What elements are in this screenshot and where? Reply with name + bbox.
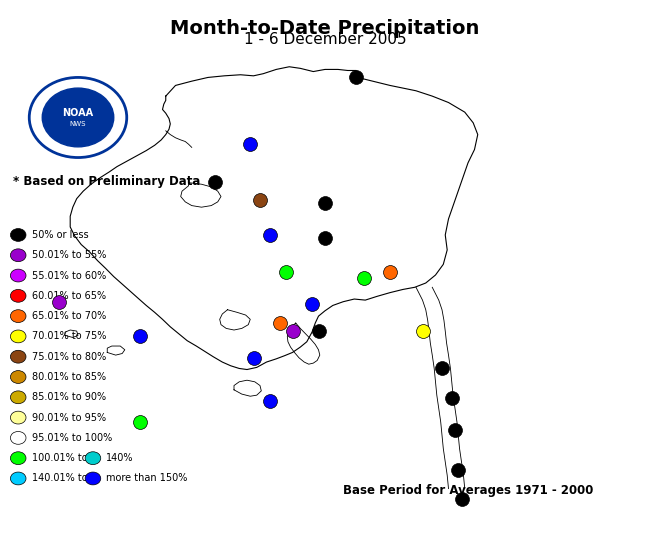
Circle shape: [10, 249, 26, 262]
Circle shape: [85, 452, 101, 465]
Circle shape: [10, 229, 26, 241]
Text: 85.01% to 90%: 85.01% to 90%: [32, 392, 107, 402]
Text: Month-to-Date Precipitation: Month-to-Date Precipitation: [170, 19, 480, 38]
Text: 75.01% to 80%: 75.01% to 80%: [32, 352, 107, 362]
Text: 50.01% to 55%: 50.01% to 55%: [32, 250, 107, 260]
Circle shape: [10, 350, 26, 363]
Circle shape: [42, 88, 114, 147]
Text: * Based on Preliminary Data: * Based on Preliminary Data: [13, 175, 200, 188]
Text: NWS: NWS: [70, 121, 86, 127]
Text: 70.01% to 75%: 70.01% to 75%: [32, 332, 107, 341]
Circle shape: [10, 431, 26, 444]
Text: 140%: 140%: [106, 453, 133, 463]
Text: NOAA: NOAA: [62, 108, 94, 118]
Text: Base Period for Averages 1971 - 2000: Base Period for Averages 1971 - 2000: [343, 484, 593, 497]
Text: more than 150%: more than 150%: [106, 474, 187, 483]
Circle shape: [10, 330, 26, 343]
Text: 90.01% to 95%: 90.01% to 95%: [32, 413, 107, 422]
Circle shape: [10, 310, 26, 323]
Circle shape: [10, 391, 26, 404]
Circle shape: [10, 371, 26, 383]
Text: 140.01% to: 140.01% to: [32, 474, 88, 483]
Text: 1 - 6 December 2005: 1 - 6 December 2005: [244, 32, 406, 47]
Circle shape: [10, 411, 26, 424]
Text: 50% or less: 50% or less: [32, 230, 89, 240]
Circle shape: [10, 472, 26, 485]
Circle shape: [10, 269, 26, 282]
Text: 100.01% to: 100.01% to: [32, 453, 88, 463]
Text: 80.01% to 85%: 80.01% to 85%: [32, 372, 107, 382]
Circle shape: [10, 452, 26, 465]
Text: 95.01% to 100%: 95.01% to 100%: [32, 433, 112, 443]
Text: 55.01% to 60%: 55.01% to 60%: [32, 271, 107, 280]
Circle shape: [85, 472, 101, 485]
Text: 65.01% to 70%: 65.01% to 70%: [32, 311, 107, 321]
Text: 60.01% to 65%: 60.01% to 65%: [32, 291, 107, 301]
Circle shape: [10, 289, 26, 302]
Circle shape: [29, 77, 127, 158]
